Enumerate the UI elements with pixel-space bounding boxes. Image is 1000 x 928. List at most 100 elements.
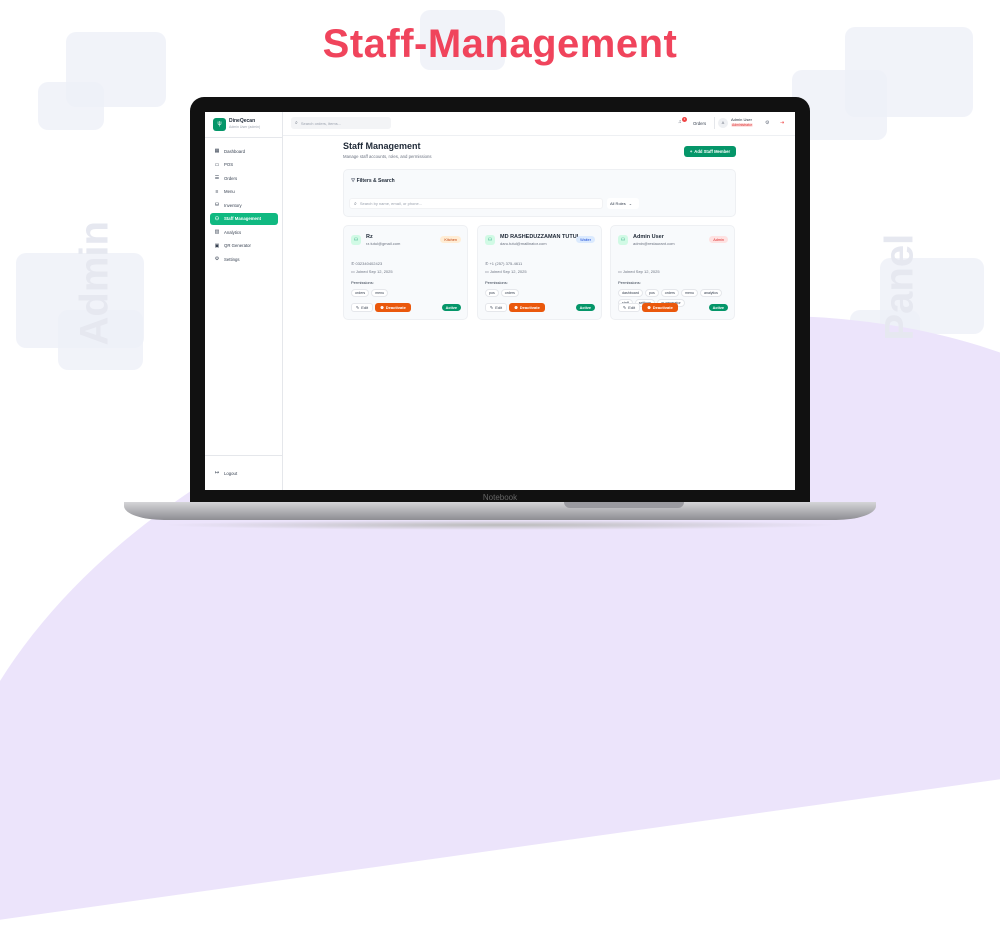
edit-button[interactable]: ✎ Edit <box>351 303 373 312</box>
divider <box>714 117 715 129</box>
edit-label: Edit <box>628 305 636 310</box>
permission-chip: menu <box>371 289 389 297</box>
status-badge: Active <box>441 304 461 311</box>
staff-avatar-icon: ⚇ <box>618 235 628 245</box>
edit-button[interactable]: ✎ Edit <box>618 303 640 312</box>
phone-icon: ✆ <box>485 261 490 266</box>
add-staff-label: Add Staff Member <box>694 149 731 154</box>
deactivate-button[interactable]: ⚉ Deactivate <box>642 303 678 312</box>
filters-title-text: Filters & Search <box>356 178 395 184</box>
sidebar-item-dashboard[interactable]: ▦ Dashboard <box>210 145 278 157</box>
decor-square <box>420 10 505 70</box>
brand-subtitle: Admin User (admin) <box>229 125 261 129</box>
edit-button[interactable]: ✎ Edit <box>485 303 507 312</box>
qr-icon: ▣ <box>214 242 220 249</box>
sidebar-item-pos[interactable]: ▭ POS <box>210 159 278 171</box>
joined-text: Joined Sep 12, 2025 <box>622 269 660 274</box>
sidebar-item-analytics[interactable]: ▥ Analytics <box>210 226 278 238</box>
phone-icon: ✆ <box>351 261 356 266</box>
laptop-shadow <box>160 520 840 530</box>
search-icon: ⌕ <box>295 120 298 126</box>
sidebar-item-label: Settings <box>224 256 240 262</box>
notification-badge: 1 <box>682 117 687 122</box>
role-select-value: All Roles <box>610 201 626 206</box>
logout-button[interactable]: ↦ Logout <box>210 467 278 479</box>
permission-chip: orders <box>351 289 370 297</box>
role-select[interactable]: All Roles ⌄ <box>607 198 639 209</box>
bell-icon[interactable]: ♫ <box>678 119 682 125</box>
orders-link[interactable]: Orders <box>693 121 707 126</box>
edit-label: Edit <box>361 305 369 310</box>
laptop-label: Notebook <box>482 493 518 502</box>
inventory-icon: ⛁ <box>214 202 220 208</box>
pos-icon: ▭ <box>214 161 220 168</box>
calendar-icon: ▭ <box>351 269 356 274</box>
permission-chip: menu <box>680 289 698 297</box>
permissions-label: Permissions: <box>618 280 641 285</box>
deactivate-button[interactable]: ⚉ Deactivate <box>509 303 545 312</box>
edit-icon: ✎ <box>489 305 494 310</box>
edit-label: Edit <box>495 305 503 310</box>
permission-chip: analytics <box>699 289 722 297</box>
sidebar-item-staff-management[interactable]: ⚇ Staff Management <box>210 212 278 225</box>
gear-icon[interactable]: ⚙ <box>765 120 770 126</box>
staff-search-input[interactable]: ⌕ Search by name, email, or phone... <box>349 198 603 209</box>
staff-name: Rz <box>366 234 373 240</box>
dashboard-icon: ▦ <box>214 148 220 154</box>
sidebar-item-label: Menu <box>224 189 235 194</box>
sidebar-item-label: QR Generator <box>224 243 251 248</box>
joined-text: Joined Sep 12, 2025 <box>489 269 527 274</box>
divider <box>205 455 283 456</box>
logout-icon[interactable]: ⇥ <box>780 120 785 126</box>
permission-chip: pos <box>644 289 659 297</box>
role-badge: Kitchen <box>440 236 461 243</box>
staff-phone: ✆ 032340402423 <box>351 261 382 266</box>
permissions-label: Permissions: <box>351 280 374 285</box>
global-search-input[interactable]: ⌕ Search orders, items... <box>291 117 391 129</box>
staff-phone: ✆ +1 (257) 375-4611 <box>485 261 522 266</box>
staff-card: ⚇ Rz rz.tutul@gmail.com Kitchen ✆ 0323404… <box>343 225 468 320</box>
phone-text: 032340402423 <box>355 261 383 266</box>
staff-avatar-icon: ⚇ <box>485 235 495 245</box>
user-x-icon: ⚉ <box>514 305 518 310</box>
add-staff-button[interactable]: + Add Staff Member <box>684 146 736 157</box>
deactivate-label: Deactivate <box>519 305 540 310</box>
edit-icon: ✎ <box>355 305 360 310</box>
staff-card: ⚇ Admin User admin@restaurant.com Admin ▭… <box>610 225 735 320</box>
permissions-list: orders menu <box>351 289 463 297</box>
decor-square <box>58 310 143 370</box>
filter-icon: ⛛ <box>351 178 357 184</box>
staff-avatar-icon: ⚇ <box>351 235 361 245</box>
avatar[interactable]: A <box>718 118 728 128</box>
divider <box>205 137 283 138</box>
joined-text: Joined Sep 12, 2025 <box>355 269 393 274</box>
logout-icon: ↦ <box>214 470 220 476</box>
sidebar-item-qr-generator[interactable]: ▣ QR Generator <box>210 240 278 252</box>
edit-icon: ✎ <box>622 305 627 310</box>
user-x-icon: ⚉ <box>380 305 384 310</box>
staff-email: rz.tutul@gmail.com <box>366 241 401 246</box>
permissions-label: Permissions: <box>485 280 508 285</box>
staff-name: MD RASHEDUZZAMAN TUTUL <box>500 234 581 240</box>
staff-joined: ▭ Joined Sep 12, 2025 <box>618 269 660 274</box>
logout-label: Logout <box>224 470 238 476</box>
settings-icon: ⚙ <box>214 256 220 262</box>
sidebar-item-settings[interactable]: ⚙ Settings <box>210 253 278 265</box>
sidebar-item-orders[interactable]: ☰ Orders <box>210 172 278 184</box>
sidebar-item-menu[interactable]: ≡ Menu <box>210 186 278 198</box>
staff-joined: ▭ Joined Sep 12, 2025 <box>351 269 393 274</box>
header-divider <box>283 135 795 136</box>
filters-panel: ⛛ Filters & Search ⌕ Search by name, emai… <box>343 169 736 217</box>
staff-email: admin@restaurant.com <box>633 241 675 246</box>
side-word-admin: Admin <box>72 221 117 346</box>
headline: Staff-Management <box>322 22 678 66</box>
deactivate-button[interactable]: ⚉ Deactivate <box>375 303 411 312</box>
user-x-icon: ⚉ <box>647 305 651 310</box>
sidebar-item-label: Inventory <box>224 202 242 208</box>
status-badge: Active <box>575 304 595 311</box>
staff-email: daru.tutul@mailinator.com <box>500 241 547 246</box>
search-icon: ⌕ <box>354 200 357 207</box>
analytics-icon: ▥ <box>214 229 220 235</box>
sidebar-item-label: Analytics <box>224 229 242 235</box>
sidebar-item-inventory[interactable]: ⛁ Inventory <box>210 199 278 211</box>
